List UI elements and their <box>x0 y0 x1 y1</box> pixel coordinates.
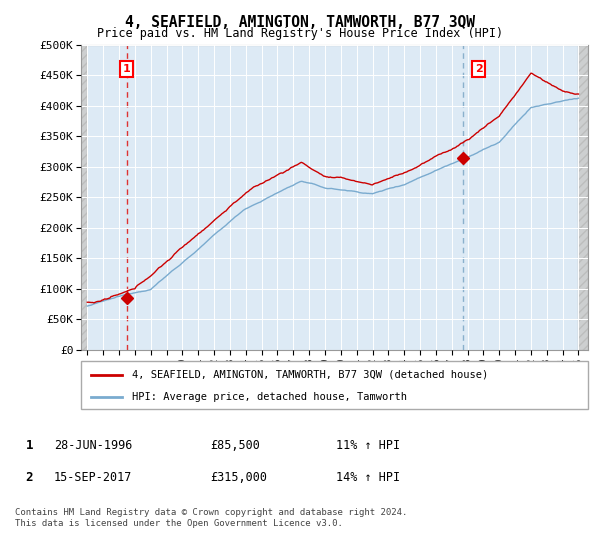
Text: 2: 2 <box>475 64 483 74</box>
Text: 1: 1 <box>123 64 131 74</box>
Bar <box>578 45 588 350</box>
Text: 2: 2 <box>26 470 33 484</box>
Text: 4, SEAFIELD, AMINGTON, TAMWORTH, B77 3QW (detached house): 4, SEAFIELD, AMINGTON, TAMWORTH, B77 3QW… <box>132 370 488 380</box>
FancyBboxPatch shape <box>81 361 588 409</box>
Text: 4, SEAFIELD, AMINGTON, TAMWORTH, B77 3QW: 4, SEAFIELD, AMINGTON, TAMWORTH, B77 3QW <box>125 15 475 30</box>
Bar <box>81 45 88 350</box>
Text: 11% ↑ HPI: 11% ↑ HPI <box>336 438 400 452</box>
Text: 28-JUN-1996: 28-JUN-1996 <box>54 438 133 452</box>
Text: £85,500: £85,500 <box>210 438 260 452</box>
Text: 15-SEP-2017: 15-SEP-2017 <box>54 470 133 484</box>
Text: Contains HM Land Registry data © Crown copyright and database right 2024.
This d: Contains HM Land Registry data © Crown c… <box>15 508 407 528</box>
Text: Price paid vs. HM Land Registry's House Price Index (HPI): Price paid vs. HM Land Registry's House … <box>97 27 503 40</box>
Text: 14% ↑ HPI: 14% ↑ HPI <box>336 470 400 484</box>
Text: 1: 1 <box>26 438 33 452</box>
Text: HPI: Average price, detached house, Tamworth: HPI: Average price, detached house, Tamw… <box>132 392 407 402</box>
Text: £315,000: £315,000 <box>210 470 267 484</box>
